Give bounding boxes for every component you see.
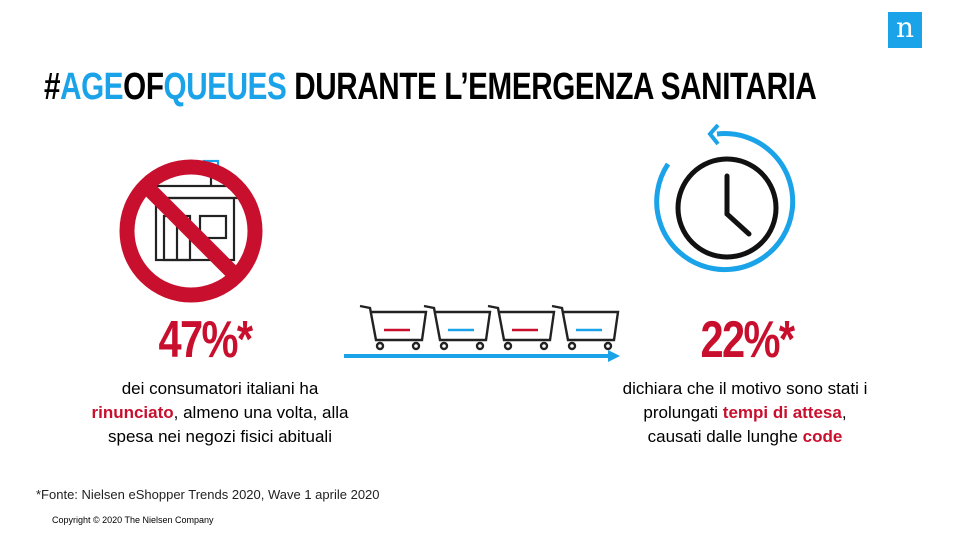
description-right: dichiara che il motivo sono stati i prol… [585, 377, 905, 449]
nielsen-logo: n [888, 12, 922, 48]
description-left: dei consumatori italiani ha rinunciato, … [60, 377, 380, 449]
page-title: #AGEOFQUEUES DURANTE L’EMERGENZA SANITAR… [44, 66, 817, 109]
shopping-cart-icon [359, 304, 428, 351]
store-prohibited-icon [119, 159, 263, 303]
desc-left-line2-rest: , almeno una volta, alla [173, 403, 349, 422]
desc-left-line3: spesa nei negozi fisici abituali [108, 427, 332, 446]
clock-refresh-icon [654, 124, 796, 272]
title-queues: QUEUES [163, 66, 287, 108]
stat-left: 47%* [158, 311, 253, 369]
shopping-cart-icon [551, 304, 620, 351]
desc-right-line2-post: , [841, 403, 847, 422]
stat-right-wrap: 22%* [672, 310, 822, 370]
desc-left-line2: rinunciato, almeno una volta, alla [60, 401, 380, 425]
copyright: Copyright © 2020 The Nielsen Company [52, 515, 214, 525]
desc-right-line3: causati dalle lunghe code [585, 425, 905, 449]
stat-left-wrap: 47%* [130, 310, 280, 370]
title-hash: # [44, 66, 61, 108]
title-age: AGE [60, 66, 124, 108]
desc-right-line3-pre: causati dalle lunghe [647, 427, 803, 446]
shopping-carts [344, 304, 620, 362]
desc-right-line2: prolungati tempi di attesa, [585, 401, 905, 425]
desc-right-line2-pre: prolungati [643, 403, 723, 422]
desc-right-emphasis-1: tempi di attesa [722, 403, 842, 422]
shopping-cart-icon [423, 304, 492, 351]
shopping-cart-icon [487, 304, 556, 351]
arrow-right-icon [344, 350, 620, 362]
desc-left-line1: dei consumatori italiani ha [121, 379, 319, 398]
desc-right-emphasis-2: code [802, 427, 843, 446]
source-note: *Fonte: Nielsen eShopper Trends 2020, Wa… [36, 487, 380, 502]
title-of: OF [123, 66, 164, 108]
stat-right: 22%* [700, 311, 795, 369]
desc-right-line1: dichiara che il motivo sono stati i [622, 379, 868, 398]
title-rest: DURANTE L’EMERGENZA SANITARIA [286, 66, 817, 108]
desc-left-emphasis: rinunciato [91, 403, 174, 422]
